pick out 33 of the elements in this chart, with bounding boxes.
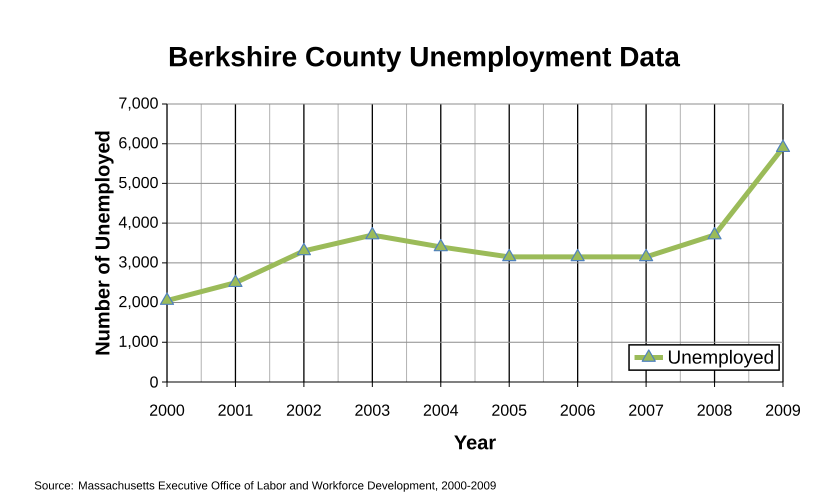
y-tick-label: 6,000 (119, 137, 158, 150)
x-tick-label: 2009 (766, 404, 800, 416)
x-tick-label: 2006 (560, 404, 595, 416)
source-note: Source: Massachusetts Executive Office of Labor and Workforce Development, 2000-2009 (34, 481, 496, 492)
y-tick-label: 7,000 (119, 97, 158, 111)
x-tick-label: 2001 (218, 404, 252, 416)
y-tick-label: 2,000 (119, 296, 158, 310)
point (365, 226, 380, 240)
point (776, 140, 790, 152)
x-tick-label: 2003 (355, 404, 390, 416)
point (639, 248, 654, 262)
y-tick-label: 0 (150, 376, 158, 388)
y-tick-label: 3,000 (119, 256, 158, 270)
point (707, 226, 722, 240)
y-axis-title: Number of Unemployed (94, 132, 114, 354)
chart-title: Berkshire County Unemployment Data (170, 46, 680, 72)
x-tick-label: 2005 (492, 404, 526, 416)
y-tick-label: 4,000 (118, 216, 158, 230)
x-tick-label: 2007 (629, 404, 664, 416)
point (228, 274, 243, 288)
x-tick-label: 2000 (150, 404, 184, 416)
point (160, 292, 174, 305)
y-tick-label: 5,000 (119, 176, 158, 190)
point (570, 248, 585, 262)
point (434, 238, 448, 252)
point (296, 242, 311, 256)
legend-label: Unemployed (668, 350, 773, 368)
x-tick-label: 2002 (286, 404, 321, 416)
x-axis-title: Year (454, 436, 496, 450)
x-tick-label: 2004 (424, 404, 458, 416)
y-tick-label: 1,000 (120, 336, 158, 349)
x-tick-label: 2008 (698, 404, 732, 416)
point (502, 248, 516, 262)
